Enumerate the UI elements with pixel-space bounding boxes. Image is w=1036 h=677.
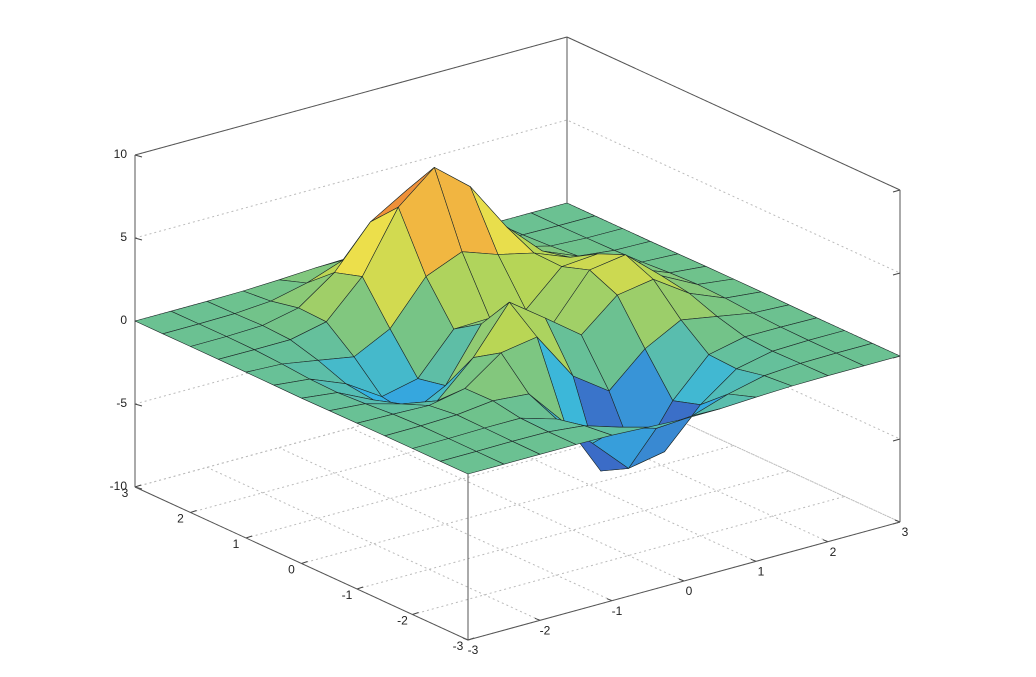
box-edge	[134, 486, 469, 641]
y-tick-label: -3	[453, 639, 464, 653]
y-tick-mark	[356, 586, 364, 590]
y-tick-mark	[301, 561, 308, 564]
y-tick-label: 0	[288, 563, 295, 577]
z-tick-mark	[892, 272, 901, 276]
x-tick-mark	[678, 578, 685, 582]
x-tick-mark	[606, 598, 613, 602]
surface-face	[439, 451, 505, 475]
y-tick-label: 1	[233, 537, 240, 551]
y-tick-mark	[134, 484, 142, 488]
box-edge	[566, 36, 901, 191]
y-tick-mark	[190, 510, 197, 513]
x-tick-mark	[534, 617, 541, 621]
x-tick-mark	[750, 558, 757, 562]
x-tick-label: 0	[686, 584, 693, 598]
x-tick-label: -1	[612, 604, 623, 618]
x-tick-label: 3	[902, 525, 909, 539]
x-tick-mark	[822, 539, 829, 543]
z-tick-label: 0	[120, 313, 127, 327]
z-tick-mark	[892, 438, 901, 442]
y-tick-label: -2	[397, 614, 408, 628]
x-grid-line	[350, 427, 685, 582]
x-tick-label: -3	[468, 643, 479, 657]
z-grid-line	[134, 36, 901, 191]
z-tick-mark	[134, 154, 143, 158]
z-tick-mark	[134, 403, 143, 407]
x-tick-label: -2	[540, 624, 551, 638]
z-tick-label: 5	[120, 230, 127, 244]
y-grid-line	[301, 445, 734, 564]
y-grid-line	[356, 470, 790, 590]
z-tick-label: -10	[110, 479, 128, 493]
y-tick-label: 2	[177, 512, 184, 526]
x-grid-line	[206, 466, 541, 621]
y-tick-label: -1	[342, 588, 353, 602]
x-grid-line	[278, 447, 613, 602]
y-tick-mark	[412, 612, 419, 615]
z-tick-label: 10	[114, 147, 128, 161]
box-edge	[134, 36, 568, 156]
x-tick-label: 1	[758, 565, 765, 579]
y-tick-mark	[245, 535, 253, 539]
y-tick-label: 3	[122, 486, 129, 500]
x-tick-mark	[894, 519, 901, 523]
x-tick-label: 2	[830, 545, 837, 559]
z-tick-mark	[892, 189, 901, 193]
box-edge	[467, 521, 901, 641]
z-tick-mark	[134, 237, 143, 241]
z-tick-label: -5	[116, 396, 127, 410]
